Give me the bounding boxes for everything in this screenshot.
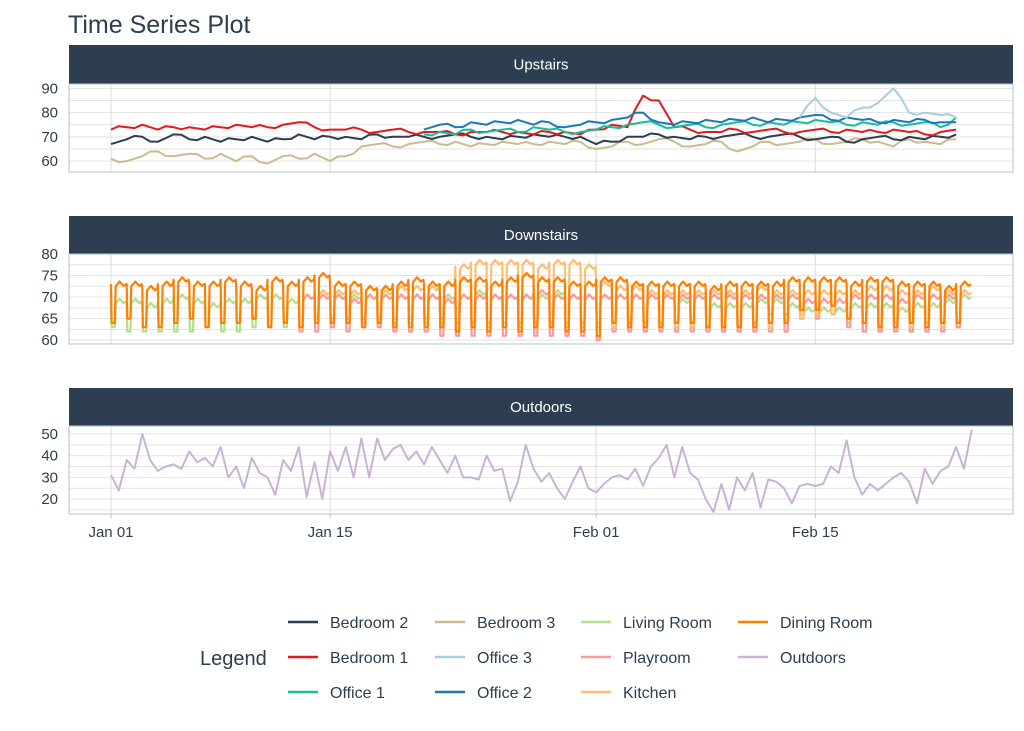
chart-title: Time Series Plot	[68, 11, 251, 39]
legend-label: Living Room	[623, 615, 712, 632]
y-tick-label: 60	[41, 153, 58, 170]
y-tick-label: 40	[41, 448, 58, 465]
legend-item: Kitchen	[581, 685, 676, 702]
y-tick-label: 60	[41, 332, 58, 349]
legend-label: Kitchen	[623, 685, 676, 702]
legend-item: Office 2	[435, 685, 532, 702]
series-line-bedroom-1	[110, 94, 957, 137]
panel-border	[68, 253, 1014, 345]
legend-item: Playroom	[581, 650, 691, 667]
legend-item: Bedroom 1	[288, 650, 408, 667]
panel-strip	[69, 216, 1013, 254]
series-line-bedroom-3	[110, 137, 957, 165]
series-line-office-1	[423, 116, 957, 137]
legend-label: Dining Room	[780, 615, 872, 632]
panel-strip-label: Upstairs	[513, 57, 568, 74]
x-tick-label: Jan 15	[308, 524, 353, 541]
y-tick-label: 80	[41, 105, 58, 122]
legend-label: Office 2	[477, 685, 532, 702]
legend-item: Office 1	[288, 685, 385, 702]
y-tick-label: 70	[41, 289, 58, 306]
y-tick-label: 30	[41, 469, 58, 486]
legend-item: Office 3	[435, 650, 532, 667]
series-line-playroom	[297, 289, 972, 342]
y-tick-label: 20	[41, 491, 58, 508]
series-line-dining-room	[109, 271, 972, 337]
panel-border	[68, 83, 1014, 173]
panel-strip	[69, 388, 1013, 426]
legend-label: Bedroom 1	[330, 650, 408, 667]
legend-label: Outdoors	[780, 650, 846, 667]
x-tick-label: Feb 01	[573, 524, 620, 541]
x-tick-label: Jan 01	[88, 524, 133, 541]
legend: Legend Bedroom 2 Bedroom 1 Office 1 Bedroom …	[200, 615, 872, 702]
legend-label: Playroom	[623, 650, 691, 667]
panel-strip-label: Downstairs	[504, 227, 578, 244]
legend-item: Living Room	[581, 615, 712, 632]
y-tick-label: 75	[41, 268, 58, 285]
panel-border	[68, 425, 1014, 515]
panel-downstairs: Downstairs 60 65 70 75 80	[41, 216, 1014, 349]
y-tick-label: 80	[41, 246, 58, 263]
legend-title: Legend	[200, 648, 267, 670]
panel-strip	[69, 45, 1013, 84]
series-line-office-2	[423, 111, 957, 131]
panel-upstairs: Upstairs 60 70 80 90	[41, 45, 1014, 173]
legend-item: Bedroom 3	[435, 615, 555, 632]
panel-strip-label: Outdoors	[510, 399, 572, 416]
series-line-outdoors	[110, 429, 973, 513]
series-line-office-3	[798, 87, 957, 119]
panel-outdoors: Outdoors 20 30 40 50	[41, 388, 1014, 515]
y-tick-label: 65	[41, 311, 58, 328]
legend-item: Outdoors	[738, 650, 846, 667]
legend-label: Bedroom 3	[477, 615, 555, 632]
y-tick-label: 90	[41, 80, 58, 97]
legend-item: Bedroom 2	[288, 615, 408, 632]
x-tick-label: Feb 15	[792, 524, 839, 541]
y-tick-label: 50	[41, 426, 58, 443]
legend-label: Office 1	[330, 685, 385, 702]
legend-label: Office 3	[477, 650, 532, 667]
legend-label: Bedroom 2	[330, 615, 408, 632]
y-tick-label: 70	[41, 129, 58, 146]
legend-item: Dining Room	[738, 615, 872, 632]
